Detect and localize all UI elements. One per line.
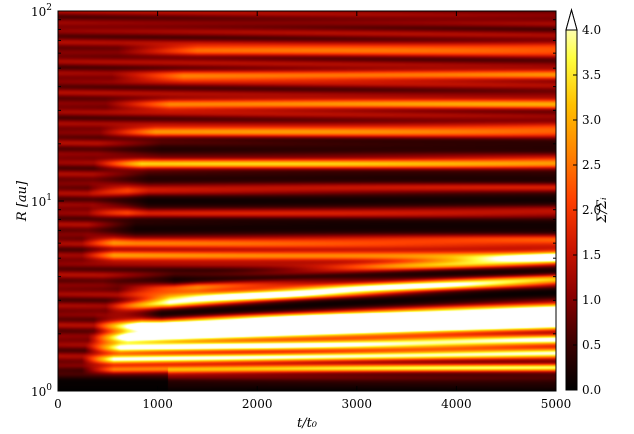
y-tick-label: 102 bbox=[31, 3, 52, 19]
y-axis-label: R [au] bbox=[15, 180, 30, 222]
colorbar-tick-label: 0.0 bbox=[582, 383, 601, 397]
colorbar-tick-label: 2.5 bbox=[582, 158, 601, 172]
colorbar-tick-label: 3.5 bbox=[582, 68, 601, 82]
y-axis: 100 101 102 bbox=[31, 3, 556, 399]
colorbar-tick-label: 1.5 bbox=[582, 248, 601, 262]
x-tick-label: 2000 bbox=[242, 397, 273, 411]
x-tick-label: 3000 bbox=[342, 397, 373, 411]
x-axis-label: t/t₀ bbox=[297, 416, 318, 431]
x-axis: 0 1000 2000 3000 4000 5000 bbox=[54, 11, 571, 411]
colorbar-ticks: 0.0 0.5 1.0 1.5 2.0 2.5 3.0 3.5 4.0 bbox=[573, 23, 601, 397]
x-tick-label: 5000 bbox=[541, 397, 572, 411]
heatmap-image bbox=[58, 11, 556, 391]
x-tick-label: 1000 bbox=[142, 397, 173, 411]
x-tick-label: 0 bbox=[54, 397, 62, 411]
colorbar-label: Σ/Σᵢ bbox=[595, 197, 610, 224]
y-tick-label: 101 bbox=[31, 193, 52, 209]
colorbar-gradient bbox=[565, 8, 578, 391]
colorbar-extend-tip bbox=[565, 8, 578, 31]
colorbar-tick-label: 4.0 bbox=[582, 23, 601, 37]
colorbar-tick-label: 0.5 bbox=[582, 338, 601, 352]
colorbar: 0.0 0.5 1.0 1.5 2.0 2.5 3.0 3.5 4.0 Σ/Σᵢ bbox=[565, 8, 610, 397]
y-tick-label: 100 bbox=[31, 383, 52, 399]
colorbar-tick-label: 2.0 bbox=[582, 203, 601, 217]
colorbar-tick-label: 1.0 bbox=[582, 293, 601, 307]
heatmap-plot-area bbox=[57, 10, 557, 392]
x-tick-label: 4000 bbox=[441, 397, 472, 411]
colorbar-tick-label: 3.0 bbox=[582, 113, 601, 127]
